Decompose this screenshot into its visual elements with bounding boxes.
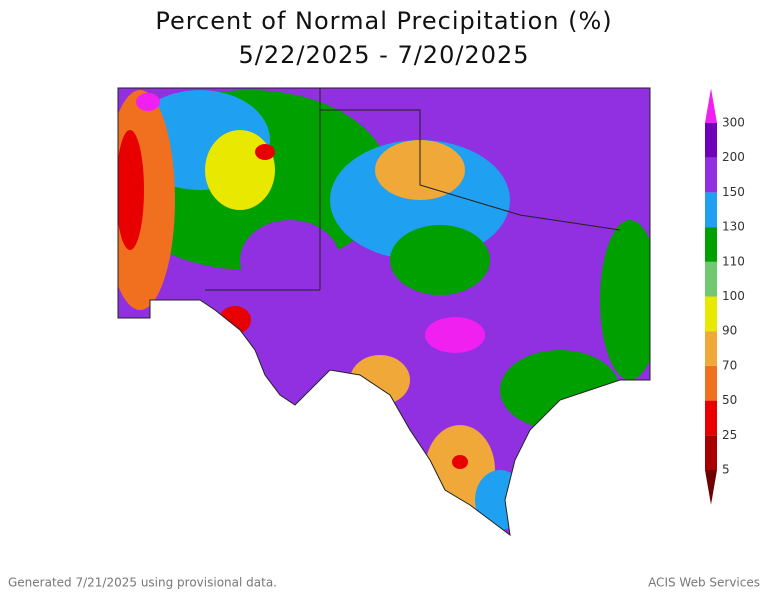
colorbar-segment (705, 227, 717, 262)
colorbar-label: 200 (722, 150, 745, 164)
colorbar-label: 300 (722, 116, 745, 130)
state-border (205, 88, 621, 291)
colorbar: 5 25 50 70 90 100 110 130 150 200 300 (705, 88, 745, 505)
colorbar-label: 5 (722, 463, 730, 477)
colorbar-segment (705, 400, 717, 436)
map-subtitle: 5/22/2025 - 7/20/2025 (238, 41, 529, 69)
map-title: Percent of Normal Precipitation (%) (155, 7, 612, 35)
colorbar-segment (705, 261, 717, 297)
colorbar-label: 110 (722, 254, 745, 268)
colorbar-segment (705, 157, 717, 193)
colorbar-label: 50 (722, 393, 737, 407)
colorbar-label: 100 (722, 289, 745, 303)
colorbar-segment (705, 331, 717, 366)
region-outline (117, 87, 651, 537)
colorbar-label: 90 (722, 324, 737, 338)
colorbar-segment (705, 123, 717, 158)
colorbar-label: 150 (722, 185, 745, 199)
colorbar-arrow (705, 470, 717, 505)
colorbar-label: 130 (722, 220, 745, 234)
colorbar-segment (705, 365, 717, 401)
precip-map (118, 88, 650, 535)
colorbar-arrow (705, 88, 717, 123)
footer-left: Generated 7/21/2025 using provisional da… (8, 576, 277, 590)
footer-right: ACIS Web Services (648, 576, 760, 590)
colorbar-segment (705, 296, 717, 332)
colorbar-segment (705, 192, 717, 228)
colorbar-label: 25 (722, 428, 737, 442)
colorbar-label: 70 (722, 358, 737, 372)
colorbar-segment (705, 435, 717, 470)
